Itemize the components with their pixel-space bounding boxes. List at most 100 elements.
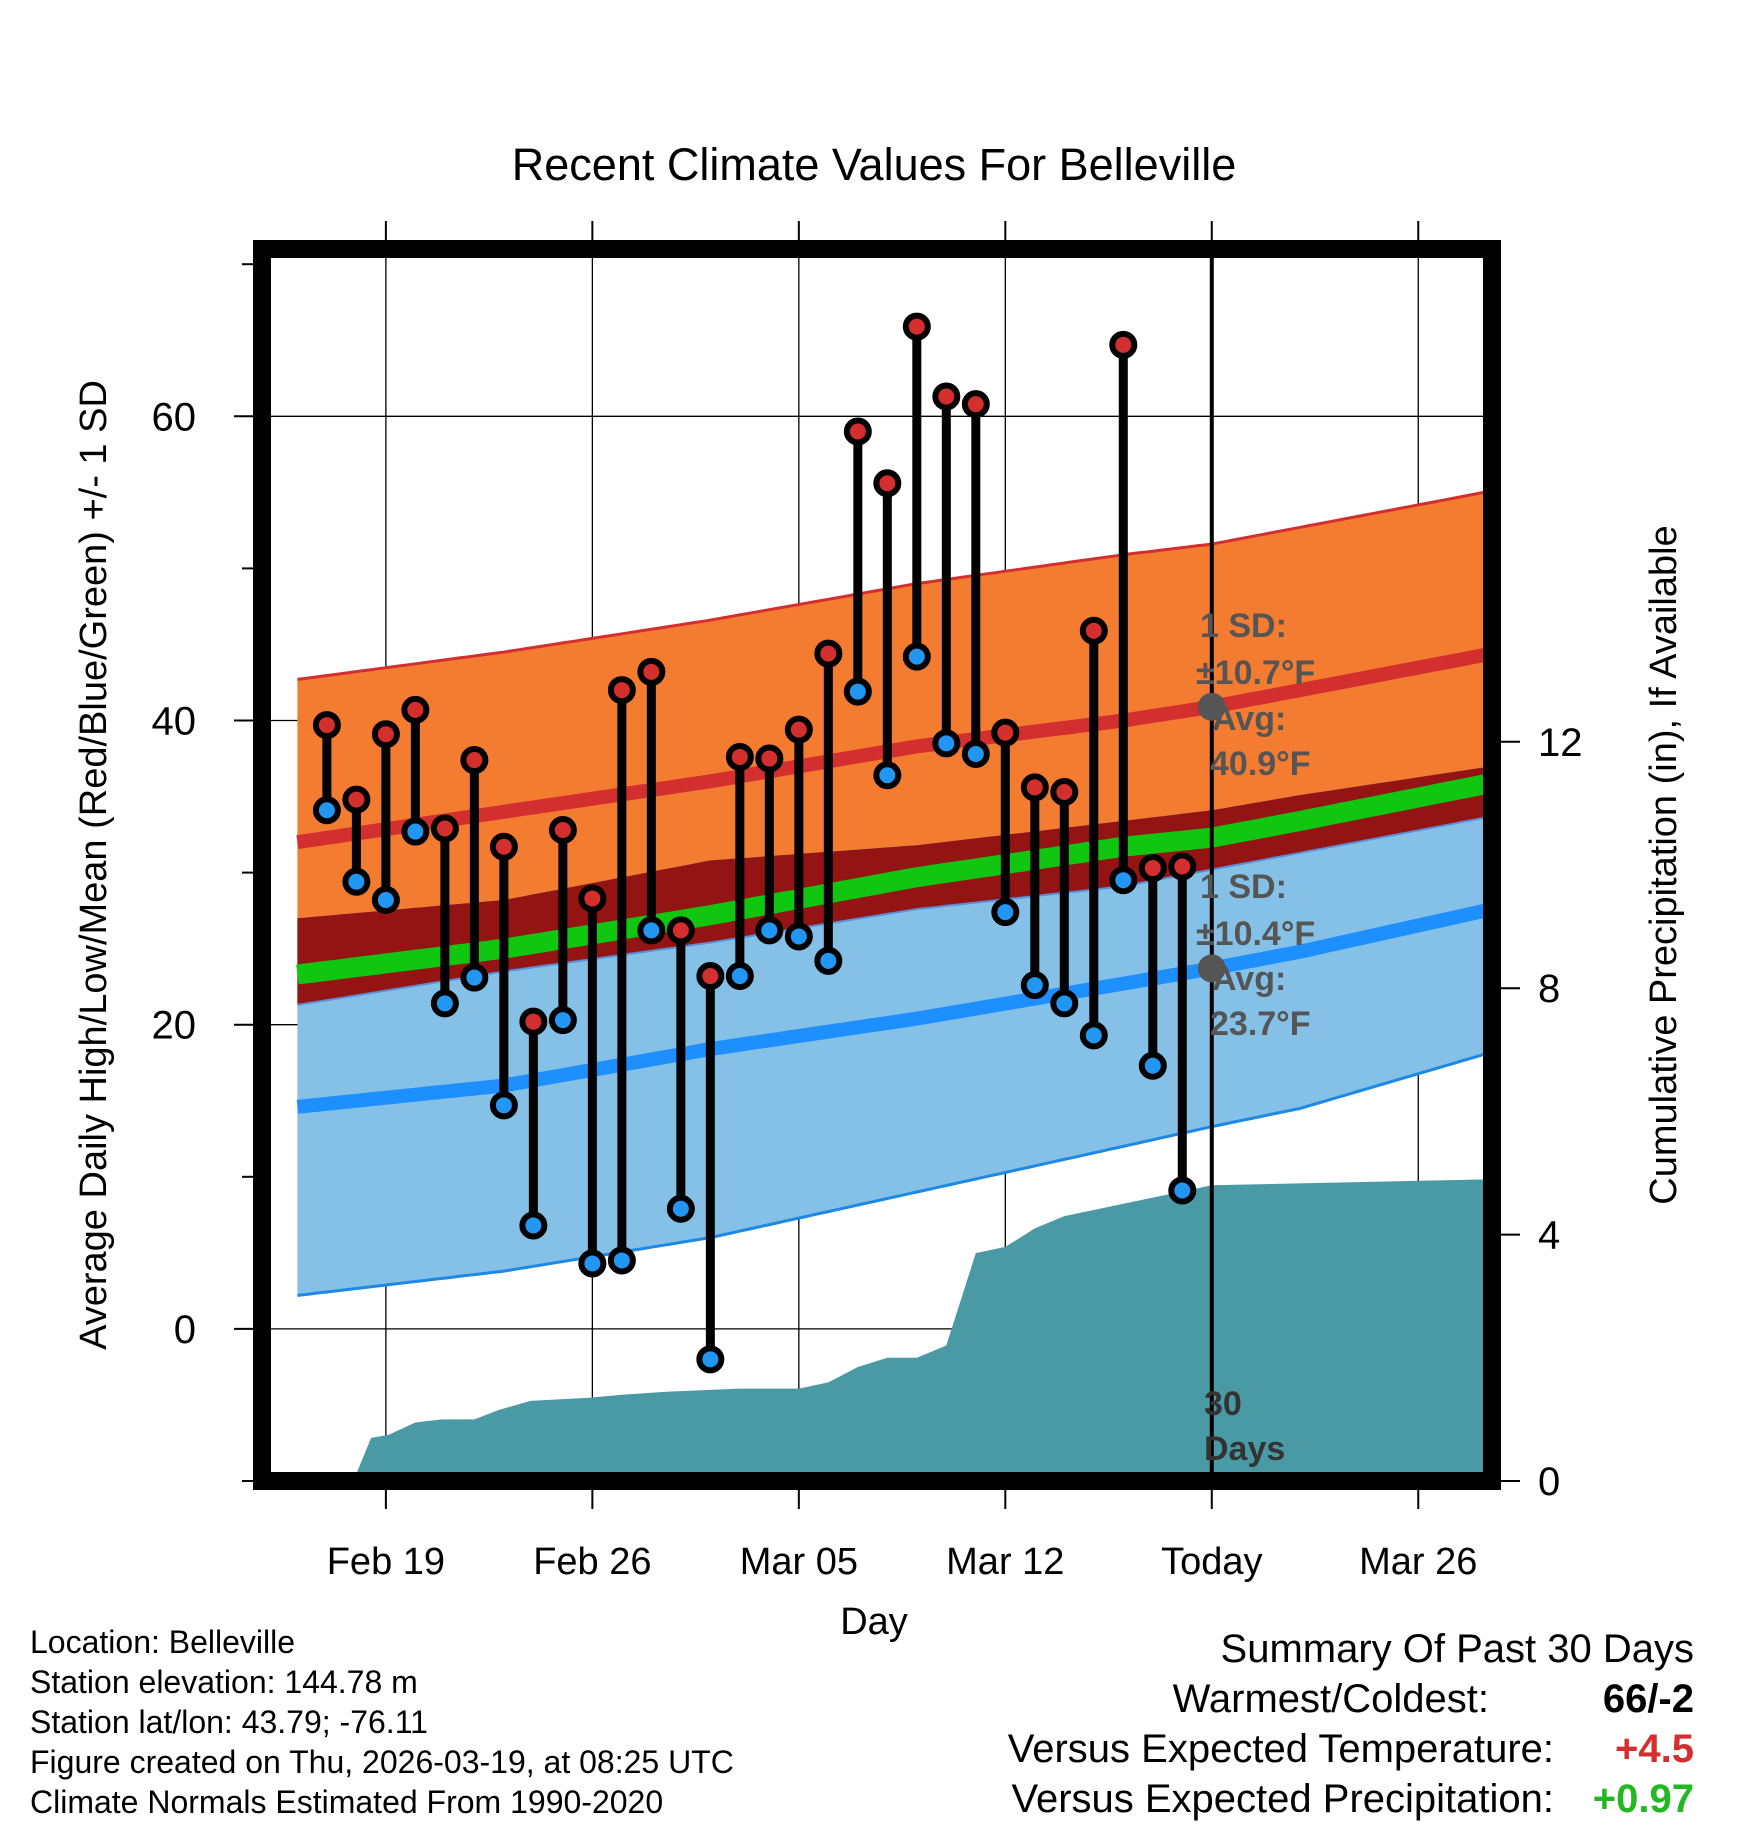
daily-low-point bbox=[725, 962, 754, 991]
y-tick-label-left: 20 bbox=[152, 1004, 197, 1048]
daily-low-point bbox=[814, 946, 843, 975]
daily-low-point bbox=[519, 1211, 548, 1240]
location-text: Location: Belleville bbox=[30, 1624, 296, 1660]
daily-low-point bbox=[1168, 1176, 1197, 1205]
daily-high-point bbox=[460, 746, 489, 775]
daily-high-point bbox=[1020, 773, 1049, 802]
daily-high-point bbox=[430, 814, 459, 843]
period-unit: Days bbox=[1204, 1430, 1285, 1468]
daily-low-point bbox=[1138, 1051, 1167, 1080]
warmest-label: Warmest/Coldest: bbox=[1172, 1677, 1489, 1721]
daily-low-point bbox=[902, 642, 931, 671]
precip-anomaly-value: +0.97 bbox=[1592, 1777, 1694, 1821]
daily-high-point bbox=[814, 639, 843, 668]
daily-high-point bbox=[1109, 330, 1138, 359]
daily-low-point bbox=[696, 1345, 725, 1374]
precip-anomaly-label: Versus Expected Precipitation: bbox=[1011, 1777, 1554, 1821]
daily-low-point bbox=[843, 677, 872, 706]
elevation-text: Station elevation: 144.78 m bbox=[30, 1664, 418, 1700]
daily-high-point bbox=[548, 816, 577, 845]
normals-text: Climate Normals Estimated From 1990-2020 bbox=[30, 1784, 664, 1820]
precipitation-area bbox=[353, 1179, 1492, 1481]
daily-high-point bbox=[1079, 616, 1108, 645]
daily-low-point bbox=[460, 963, 489, 992]
y-tick-label-right: 4 bbox=[1538, 1214, 1560, 1258]
daily-high-point bbox=[666, 916, 695, 945]
daily-high-point bbox=[607, 676, 636, 705]
low-avg-label: Avg: bbox=[1212, 960, 1286, 998]
temp-anomaly-label: Versus Expected Temperature: bbox=[1007, 1727, 1554, 1771]
daily-low-point bbox=[371, 885, 400, 914]
daily-low-point bbox=[784, 922, 813, 951]
daily-low-point bbox=[961, 739, 990, 768]
daily-low-point bbox=[1020, 971, 1049, 1000]
low-lower-edge bbox=[297, 1050, 1492, 1297]
normal-low-line bbox=[296, 902, 1492, 1114]
daily-low-point bbox=[489, 1091, 518, 1120]
daily-low-point bbox=[991, 898, 1020, 927]
daily-low-point bbox=[430, 989, 459, 1018]
daily-low-point bbox=[1079, 1021, 1108, 1050]
daily-high-point bbox=[932, 382, 961, 411]
daily-high-point bbox=[371, 720, 400, 749]
daily-low-point bbox=[607, 1246, 636, 1275]
daily-high-point bbox=[342, 785, 371, 814]
daily-high-point bbox=[843, 417, 872, 446]
x-tick-label: Mar 05 bbox=[740, 1541, 858, 1583]
daily-high-point bbox=[519, 1007, 548, 1036]
x-tick-label: Mar 12 bbox=[946, 1541, 1064, 1583]
y-axis-label-right: Cumulative Precipitation (in), If Availa… bbox=[1643, 525, 1685, 1204]
daily-low-point bbox=[342, 867, 371, 896]
y-tick-label-left: 40 bbox=[152, 700, 197, 744]
temp-anomaly-value: +4.5 bbox=[1615, 1727, 1694, 1771]
daily-high-point bbox=[489, 832, 518, 861]
high-avg-value: 40.9°F bbox=[1210, 745, 1311, 783]
chart-title: Recent Climate Values For Belleville bbox=[512, 139, 1236, 190]
y-axis-label-left: Average Daily High/Low/Mean (Red/Blue/Gr… bbox=[73, 380, 115, 1350]
y-tick-label-left: 0 bbox=[174, 1308, 196, 1352]
low-sd-value: ±10.4°F bbox=[1196, 915, 1315, 953]
low-avg-marker bbox=[1197, 954, 1226, 983]
station-info: Location: Belleville Station elevation: … bbox=[30, 1622, 734, 1822]
daily-high-point bbox=[991, 718, 1020, 747]
daily-high-point bbox=[312, 711, 341, 740]
daily-low-point bbox=[873, 761, 902, 790]
x-tick-label: Today bbox=[1161, 1541, 1262, 1583]
warmest-value: 66/-2 bbox=[1602, 1677, 1694, 1721]
high-sd-label: 1 SD: bbox=[1200, 607, 1287, 645]
high-upper-edge bbox=[297, 489, 1492, 681]
daily-high-point bbox=[755, 744, 784, 773]
normal-high-line bbox=[296, 646, 1492, 850]
x-axis-label: Day bbox=[840, 1601, 908, 1643]
summary-title: Summary Of Past 30 Days bbox=[1220, 1627, 1694, 1671]
daily-high-point bbox=[578, 884, 607, 913]
normal-mean-line bbox=[296, 773, 1492, 985]
daily-high-point bbox=[725, 743, 754, 772]
daily-high-point bbox=[961, 390, 990, 419]
daily-low-point bbox=[578, 1249, 607, 1278]
y-tick-label-right: 0 bbox=[1538, 1460, 1560, 1504]
created-text: Figure created on Thu, 2026-03-19, at 08… bbox=[30, 1744, 734, 1780]
daily-high-point bbox=[1050, 777, 1079, 806]
high-sd-value: ±10.7°F bbox=[1196, 654, 1315, 692]
low-sd-label: 1 SD: bbox=[1200, 868, 1287, 906]
y-tick-label-right: 8 bbox=[1538, 967, 1560, 1011]
daily-low-point bbox=[401, 817, 430, 846]
daily-low-point bbox=[637, 916, 666, 945]
daily-low-point bbox=[1109, 866, 1138, 895]
x-tick-label: Mar 26 bbox=[1359, 1541, 1477, 1583]
latlon-text: Station lat/lon: 43.79; -76.11 bbox=[30, 1704, 428, 1740]
daily-high-point bbox=[401, 695, 430, 724]
high-lower-edge bbox=[297, 815, 1492, 1006]
y-tick-label-left: 60 bbox=[152, 395, 197, 439]
daily-low-point bbox=[1050, 989, 1079, 1018]
daily-high-point bbox=[1138, 854, 1167, 883]
daily-high-point bbox=[784, 715, 813, 744]
daily-low-point bbox=[932, 729, 961, 758]
daily-high-point bbox=[873, 469, 902, 498]
daily-high-point bbox=[902, 312, 931, 341]
daily-low-point bbox=[666, 1194, 695, 1223]
daily-low-point bbox=[548, 1006, 577, 1035]
period-count: 30 bbox=[1204, 1385, 1242, 1423]
